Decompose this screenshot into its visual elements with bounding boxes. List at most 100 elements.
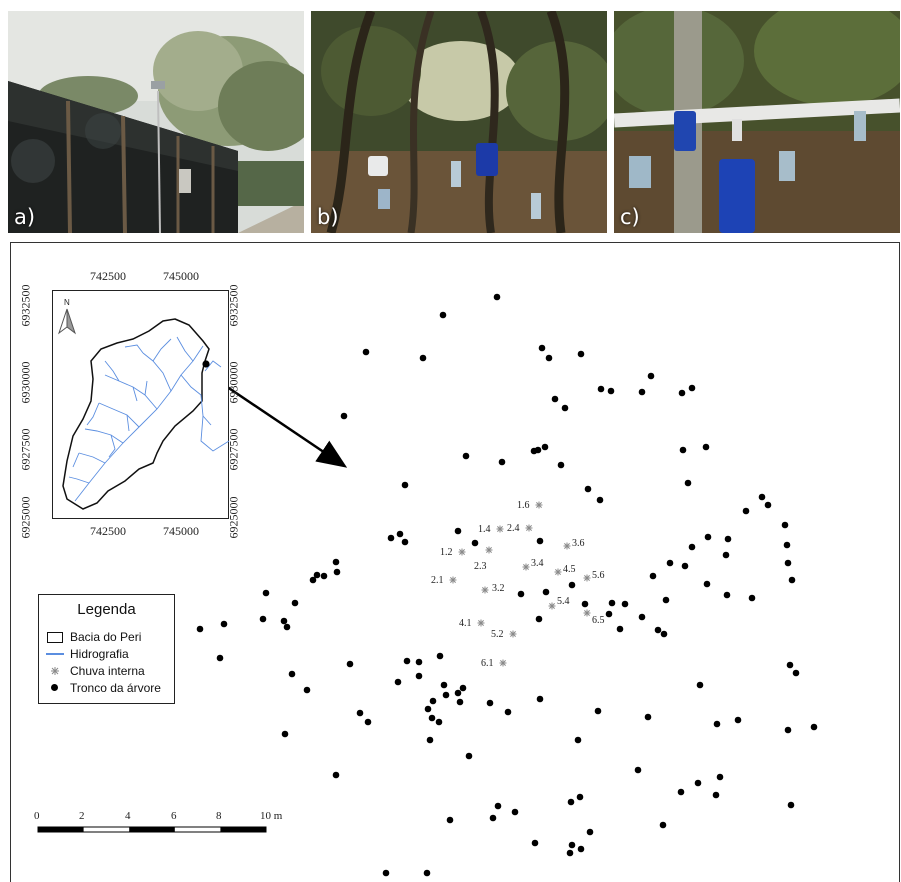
tree-trunk (594, 707, 602, 715)
inset-map-svg: N (58, 298, 230, 510)
tree-trunk (678, 389, 686, 397)
tree-trunk (792, 669, 800, 677)
map-panel (10, 242, 900, 882)
inset-left-tick-2: 6930000 (18, 361, 33, 404)
tree-trunk (538, 344, 546, 352)
tree-trunk (783, 541, 791, 549)
tree-trunk (291, 599, 299, 607)
rain-gauge-label: 3.4 (531, 558, 544, 569)
inset-bottom-tick-1: 742500 (90, 524, 126, 538)
tree-trunk (489, 814, 497, 822)
tree-trunk (428, 714, 436, 722)
tree-trunk (694, 779, 702, 787)
rain-gauge: 5.2 (491, 629, 517, 640)
tree-trunk (688, 543, 696, 551)
rain-gauge: 2.3 (474, 546, 493, 572)
tree-trunk (784, 559, 792, 567)
tree-trunk (703, 580, 711, 588)
rain-gauge: 2.1 (431, 575, 457, 586)
tree-dot-icon (45, 682, 65, 694)
inset-right-tick-3: 6927500 (226, 428, 241, 471)
rain-gauge-label: 1.2 (440, 547, 453, 558)
tree-trunk (662, 596, 670, 604)
tree-trunk (456, 698, 464, 706)
tree-trunk (644, 713, 652, 721)
rain-gauge-label: 4.5 (563, 564, 576, 575)
rain-gauge: 4.1 (459, 618, 485, 629)
tree-trunk (584, 485, 592, 493)
tree-trunk (346, 660, 354, 668)
tree-trunk (787, 801, 795, 809)
tree-trunk (517, 590, 525, 598)
tree-trunk (333, 568, 341, 576)
tree-trunk (332, 771, 340, 779)
tree-trunk (596, 496, 604, 504)
tree-trunk (436, 652, 444, 660)
rain-gauge-label: 6.5 (592, 615, 605, 626)
tree-trunk (696, 681, 704, 689)
tree-trunk (716, 773, 724, 781)
tree-trunk (784, 726, 792, 734)
north-arrow-icon (58, 308, 76, 335)
tree-trunk (786, 661, 794, 669)
rain-gauge-label: 3.2 (492, 583, 505, 594)
photo-a: a) (8, 11, 304, 233)
inset-right-tick-4: 6925000 (226, 496, 241, 539)
scale-tick-2: 2 (79, 810, 85, 822)
tree-trunk (220, 620, 228, 628)
tree-trunk (340, 412, 348, 420)
legend-item-tree: Tronco da árvore (45, 681, 161, 695)
rain-gauge-label: 1.6 (517, 500, 530, 511)
rain-gauge-label: 2.4 (507, 523, 520, 534)
tree-trunk (704, 533, 712, 541)
rain-gauge-label: 6.1 (481, 658, 494, 669)
photo-c-label: c) (620, 205, 640, 229)
tree-trunk (581, 600, 589, 608)
tree-trunk (561, 404, 569, 412)
inset-left-tick-1: 6932500 (18, 284, 33, 327)
tree-trunk (401, 538, 409, 546)
photo-a-label: a) (14, 205, 36, 229)
tree-trunk (649, 572, 657, 580)
tree-trunk (356, 709, 364, 717)
rain-gauge-label: 3.6 (572, 538, 585, 549)
tree-trunk (439, 311, 447, 319)
basin-symbol-icon (45, 631, 65, 643)
tree-trunk (281, 730, 289, 738)
inset-top-tick-1: 742500 (90, 269, 126, 283)
photo-b-label: b) (317, 205, 339, 229)
legend-item-hydro: Hidrografia (45, 647, 129, 661)
tree-trunk (320, 572, 328, 580)
rain-gauge-label: 5.2 (491, 629, 504, 640)
rain-gauge-icon (45, 665, 65, 677)
tree-trunk (403, 657, 411, 665)
tree-trunk (465, 752, 473, 760)
tree-trunk (362, 348, 370, 356)
tree-trunk (748, 594, 756, 602)
rain-gauge-label: 5.4 (557, 596, 570, 607)
hydrography (68, 336, 230, 502)
photo-b: b) (311, 11, 607, 233)
tree-trunk (621, 600, 629, 608)
tree-trunk (493, 293, 501, 301)
scale-tick-0: 0 (34, 810, 40, 822)
tree-trunk (442, 691, 450, 699)
tree-trunk (638, 613, 646, 621)
tree-trunk (788, 576, 796, 584)
legend-label-rain: Chuva interna (70, 664, 145, 678)
tree-trunk (638, 388, 646, 396)
tree-trunk (262, 589, 270, 597)
inset-bottom-tick-2: 745000 (163, 524, 199, 538)
tree-trunk (723, 591, 731, 599)
tree-trunk (196, 625, 204, 633)
tree-trunk (677, 788, 685, 796)
tree-trunk (415, 658, 423, 666)
scale-tick-4: 4 (125, 810, 131, 822)
rain-gauge-label: 2.3 (474, 561, 487, 572)
tree-trunk (536, 537, 544, 545)
tree-trunk (313, 571, 321, 579)
tree-trunk (446, 816, 454, 824)
rain-gauge-label: 5.6 (592, 570, 605, 581)
inset-left-tick-4: 6925000 (18, 496, 33, 539)
tree-trunk (557, 461, 565, 469)
